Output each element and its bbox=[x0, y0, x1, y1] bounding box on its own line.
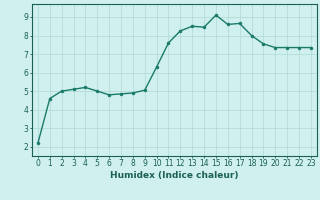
X-axis label: Humidex (Indice chaleur): Humidex (Indice chaleur) bbox=[110, 171, 239, 180]
